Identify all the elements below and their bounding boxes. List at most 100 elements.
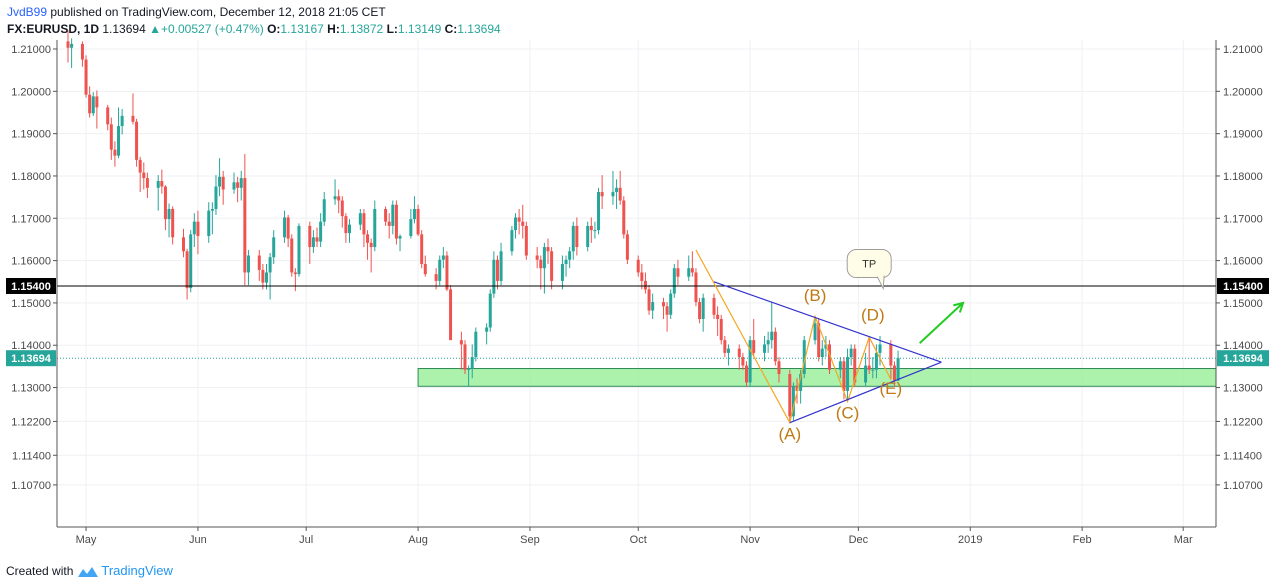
chart-axes: 1.21000 1.21000 1.20000 1.20000 1.19000 1.190… [6,40,1269,546]
x-tick-label: Nov [740,534,760,546]
x-tick-label: Feb [1073,534,1092,546]
y-tick-label-left: 1.13000 [11,383,51,395]
candle-body [117,126,121,156]
candle-body [737,348,741,358]
candle-body [741,357,745,366]
y-tick-label-left: 1.21000 [11,44,51,56]
candle-body [550,251,554,281]
candle-body [340,200,344,217]
y-tick-label-left: 1.12200 [11,416,51,428]
candle-body [322,199,326,222]
candle-body [853,348,857,383]
candle-body [120,115,124,127]
candle-body [698,302,702,320]
candle-body [221,176,225,190]
target-arrow-head [953,301,965,313]
candle-body [615,187,619,193]
candle-body [723,340,727,353]
candle-body [571,225,575,252]
y-tick-label-right: 1.14000 [1223,340,1263,352]
candle-body [687,268,691,277]
candle-body [438,259,442,281]
candle-body [568,251,572,260]
candle-body [416,208,420,235]
y-tick-label-left: 1.14000 [11,340,51,352]
low-label: L: [386,22,398,36]
candle-body [716,314,720,320]
candle-body [817,323,821,358]
symbol-label[interactable]: FX:EURUSD, 1D [7,22,100,36]
high-value: 1.13872 [339,22,384,36]
candle-body [66,41,70,48]
author-link[interactable]: JvdB99 [7,5,48,19]
candle-body [546,247,550,252]
candle-body [560,263,564,281]
y-tick-label-right: 1.13000 [1223,383,1263,395]
candle-body [84,59,88,95]
candle-body [160,181,164,187]
candle-body [131,115,135,122]
candle-body [849,348,853,358]
tradingview-logo-icon [78,566,99,577]
candle-body [412,208,416,220]
x-tick-label: May [76,534,97,546]
candle-body [827,344,831,370]
candle-body [752,340,756,353]
y-tick-label-left: 1.18000 [11,171,51,183]
candle-body [423,263,427,275]
candle-body [744,365,748,383]
candle-body [777,361,781,375]
candle-body [719,319,723,341]
tradingview-brand-link[interactable]: TradingView [101,563,173,578]
candle-body [539,259,543,269]
candle-body [589,225,593,231]
candle-body [517,217,521,222]
candle-body [441,255,445,260]
candle-body [492,259,496,294]
candle-body [892,365,896,381]
y-tick-label-left: 1.10700 [11,480,51,492]
x-tick-label: Aug [408,534,428,546]
candle-body [495,259,499,281]
y-tick-label-right: 1.11400 [1223,450,1262,462]
candle-body [218,176,222,187]
chart-grid [57,40,1216,527]
tp-price-tag-left-bg [6,277,56,294]
publish-info: JvdB99 published on TradingView.com, Dec… [7,5,386,19]
last-price-tag-left-label: 1.13694 [11,353,52,365]
open-value: 1.13167 [280,22,324,36]
candle-body [636,259,640,273]
candle-body [113,149,117,156]
candle-body [463,344,467,370]
candle-body [470,357,474,369]
candle-body [409,219,413,237]
tp-price-tag-right-label: 1.15400 [1223,281,1263,293]
close-value: 1.13694 [457,22,501,36]
candle-body [171,208,175,238]
candle-body [106,107,110,125]
candle-body [91,96,95,114]
candle-body [586,225,590,248]
x-tick-label: Oct [630,534,647,546]
candle-body [135,121,139,160]
candle-body [748,340,752,383]
high-label: H: [327,22,340,36]
candle-body [542,247,546,269]
triangle-lower-line [789,361,942,424]
candle-body [290,238,294,273]
candle-body [420,234,424,264]
up-arrow-icon: ▲ [149,22,161,36]
candle-body [398,236,402,239]
candle-body [236,182,240,188]
candle-body [874,352,878,370]
candle-body [867,365,871,370]
candle-body [286,217,290,239]
candle-body [344,216,348,234]
candle-body [510,230,514,252]
y-tick-label-left: 1.11400 [12,450,51,462]
candle-body [70,43,74,48]
last-price: 1.13694 [102,22,146,36]
y-tick-label-right: 1.17000 [1223,213,1263,225]
last-price-tag-right-label: 1.13694 [1223,353,1264,365]
